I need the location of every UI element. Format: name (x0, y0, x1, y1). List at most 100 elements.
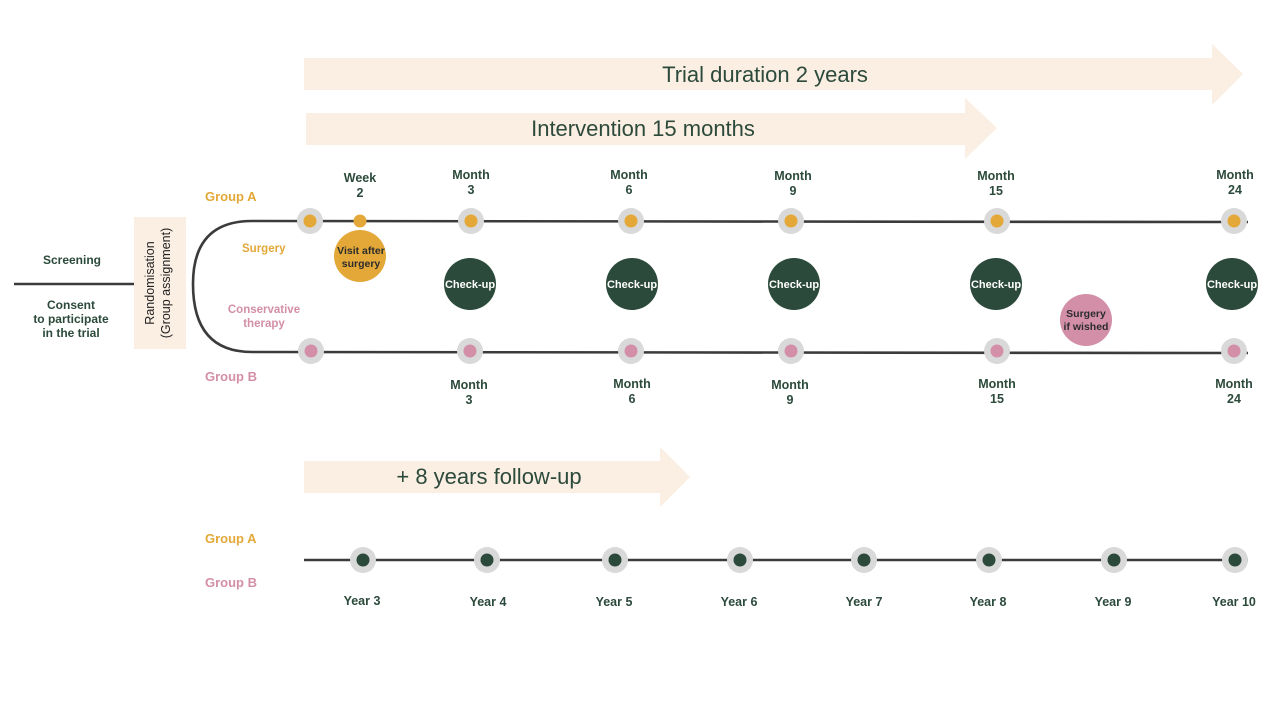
trial-duration-label: Trial duration 2 years (662, 62, 868, 87)
followup-year-8: Year 8 (970, 547, 1007, 609)
timepoint-value: 24 (1228, 183, 1242, 197)
followup-year-5: Year 5 (596, 547, 633, 609)
timepoint-unit: Month (771, 378, 808, 392)
checkup-month-3: Check-up (444, 258, 496, 310)
checkup-month-24: Check-up (1206, 258, 1258, 310)
checkup-label: Check-up (769, 279, 819, 291)
conservative-arm-label-line-1: Conservative (228, 304, 300, 316)
timepoint-value: 24 (1227, 392, 1241, 406)
group-b-dot-month-3 (463, 344, 477, 358)
timepoint-unit: Month (978, 377, 1015, 391)
timepoint-value: 9 (787, 393, 794, 407)
timepoint-unit: Month (1215, 377, 1252, 391)
followup-dot (857, 553, 871, 567)
timepoint-unit: Month (452, 168, 489, 182)
group-a-dot-start (303, 214, 317, 228)
consent-label-line-1: Consent (47, 298, 95, 312)
group-a-dot-week-2 (353, 214, 367, 228)
group-assignment-label: (Group assignment) (159, 228, 173, 338)
group-b-dot-start (304, 344, 318, 358)
followup-dot (1228, 553, 1242, 567)
year-label: Year 9 (1095, 595, 1132, 609)
checkup-month-6: Check-up (606, 258, 658, 310)
timepoint-unit: Month (774, 169, 811, 183)
followup-group-a-label: Group A (205, 531, 257, 546)
year-label: Year 3 (344, 594, 381, 608)
conservative-arm-label-line-2: therapy (243, 318, 285, 330)
checkup-month-9: Check-up (768, 258, 820, 310)
timepoint-unit: Month (977, 169, 1014, 183)
group-b-label: Group B (205, 369, 257, 384)
surgery-if-wished-line-1: Surgery (1066, 308, 1106, 320)
top-timepoint-week-2: Week 2 (344, 171, 376, 200)
group-b-dots (298, 338, 1247, 364)
randomisation-box: Randomisation (Group assignment) (134, 217, 186, 349)
bottom-timepoint-month-9: Month 9 (771, 378, 808, 407)
timepoint-value: 6 (629, 392, 636, 406)
timepoint-value: 6 (626, 183, 633, 197)
group-a-dot-month-9 (784, 214, 798, 228)
followup-dot (480, 553, 494, 567)
checkup-label: Check-up (607, 279, 657, 291)
followup-year-6: Year 6 (721, 547, 758, 609)
group-a-dots (297, 208, 1247, 234)
surgery-if-wished-line-2: if wished (1064, 321, 1109, 333)
surgery-if-wished-node: Surgery if wished (1060, 294, 1112, 346)
randomisation-label: Randomisation (143, 241, 157, 324)
top-timepoint-month-3: Month 3 (452, 168, 489, 197)
year-label: Year 6 (721, 595, 758, 609)
checkup-month-15: Check-up (970, 258, 1022, 310)
bottom-timepoint-month-15: Month 15 (978, 377, 1015, 406)
trial-duration-arrow: Trial duration 2 years (304, 44, 1243, 105)
timepoint-value: 9 (790, 184, 797, 198)
group-a-dot-month-15 (990, 214, 1004, 228)
group-a-label: Group A (205, 189, 257, 204)
group-a-dot-month-6 (624, 214, 638, 228)
consent-label-line-2: to participate (33, 312, 109, 326)
bottom-timepoint-month-6: Month 6 (613, 377, 650, 406)
followup-dot (608, 553, 622, 567)
checkup-label: Check-up (971, 279, 1021, 291)
timepoint-value: 15 (989, 184, 1003, 198)
top-timepoint-month-24: Month 24 (1216, 168, 1253, 197)
timepoint-unit: Month (1216, 168, 1253, 182)
followup-year-3: Year 3 (344, 547, 381, 608)
bottom-timepoint-month-3: Month 3 (450, 378, 487, 407)
visit-after-surgery-line-2: surgery (342, 258, 381, 270)
group-a-dot-month-3 (464, 214, 478, 228)
followup-group-b-label: Group B (205, 575, 257, 590)
year-label: Year 8 (970, 595, 1007, 609)
bottom-timepoint-month-24: Month 24 (1215, 377, 1252, 406)
top-timepoint-month-9: Month 9 (774, 169, 811, 198)
arm-paths (191, 219, 1249, 355)
group-b-dot-month-24 (1227, 344, 1241, 358)
year-label: Year 7 (846, 595, 883, 609)
checkup-label: Check-up (1207, 279, 1257, 291)
visit-after-surgery-line-1: Visit after (337, 245, 385, 257)
intervention-label: Intervention 15 months (531, 116, 755, 141)
group-b-dot-month-15 (990, 344, 1004, 358)
top-timepoint-month-6: Month 6 (610, 168, 647, 197)
followup-year-7: Year 7 (846, 547, 883, 609)
timepoint-value: 3 (466, 393, 473, 407)
followup-dot (1107, 553, 1121, 567)
followup-arrow: + 8 years follow-up (304, 447, 690, 507)
checkup-label: Check-up (445, 279, 495, 291)
followup-year-10: Year 10 (1212, 547, 1256, 609)
timepoint-value: 2 (357, 186, 364, 200)
intervention-arrow: Intervention 15 months (306, 98, 997, 159)
followup-dot (356, 553, 370, 567)
timepoint-unit: Week (344, 171, 376, 185)
surgery-arm-label: Surgery (242, 243, 286, 255)
group-b-dot-month-6 (624, 344, 638, 358)
year-label: Year 5 (596, 595, 633, 609)
timepoint-unit: Month (450, 378, 487, 392)
followup-year-4: Year 4 (470, 547, 507, 609)
followup-dot (982, 553, 996, 567)
year-label: Year 4 (470, 595, 507, 609)
followup-year-9: Year 9 (1095, 547, 1132, 609)
timepoint-value: 15 (990, 392, 1004, 406)
timepoint-value: 3 (468, 183, 475, 197)
group-a-dot-month-24 (1227, 214, 1241, 228)
